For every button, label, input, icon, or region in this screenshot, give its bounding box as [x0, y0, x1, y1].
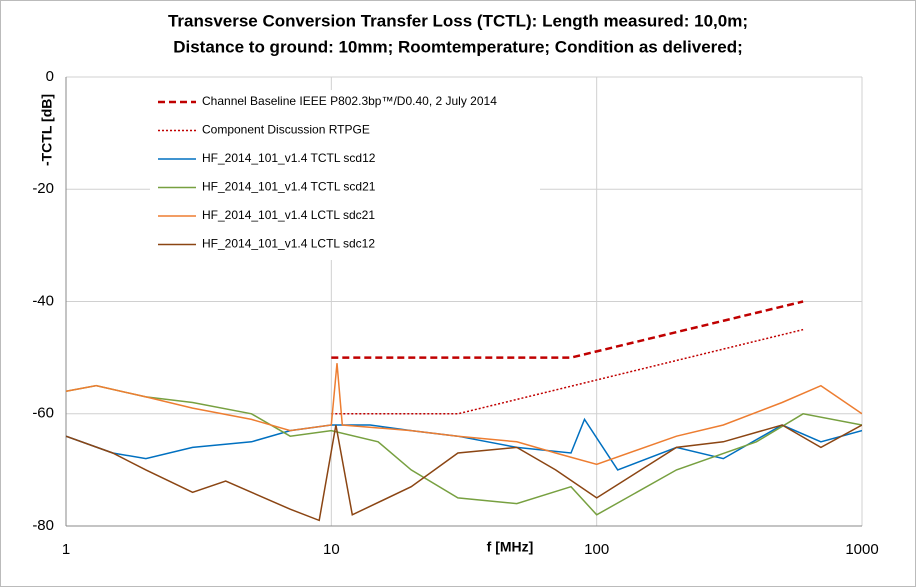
- y-tick-label: -80: [32, 517, 54, 534]
- y-tick-label: 0: [46, 68, 54, 85]
- series-line: [331, 300, 804, 359]
- legend-label: HF_2014_101_v1.4 TCTL scd21: [202, 180, 376, 194]
- legend-label: Component Discussion RTPGE: [202, 123, 370, 137]
- series-line: [66, 363, 862, 466]
- series-line: [66, 424, 862, 522]
- legend-label: HF_2014_101_v1.4 LCTL sdc21: [202, 208, 375, 222]
- legend-label: HF_2014_101_v1.4 LCTL sdc12: [202, 237, 375, 251]
- chart-title: Distance to ground: 10mm; Roomtemperatur…: [173, 37, 743, 56]
- legend-label: HF_2014_101_v1.4 TCTL scd12: [202, 151, 376, 165]
- legend-box: [150, 90, 540, 260]
- y-tick-label: -20: [32, 180, 54, 197]
- legend-label: Channel Baseline IEEE P802.3bp™/D0.40, 2…: [202, 94, 497, 108]
- x-tick-label: 10: [323, 541, 340, 558]
- x-axis-label: f [MHz]: [487, 539, 534, 555]
- series-line: [66, 384, 862, 516]
- chart-title: Transverse Conversion Transfer Loss (TCT…: [168, 11, 748, 30]
- x-tick-label: 1000: [845, 541, 878, 558]
- y-tick-label: -40: [32, 292, 54, 309]
- y-tick-label: -60: [32, 405, 54, 422]
- x-tick-label: 1: [62, 541, 70, 558]
- x-tick-label: 100: [584, 541, 609, 558]
- y-axis-label: -TCTL [dB]: [39, 94, 55, 166]
